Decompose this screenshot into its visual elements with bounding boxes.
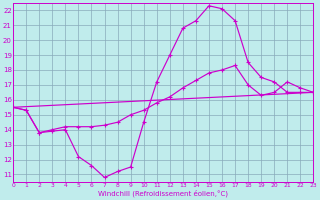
- X-axis label: Windchill (Refroidissement éolien,°C): Windchill (Refroidissement éolien,°C): [98, 190, 228, 197]
